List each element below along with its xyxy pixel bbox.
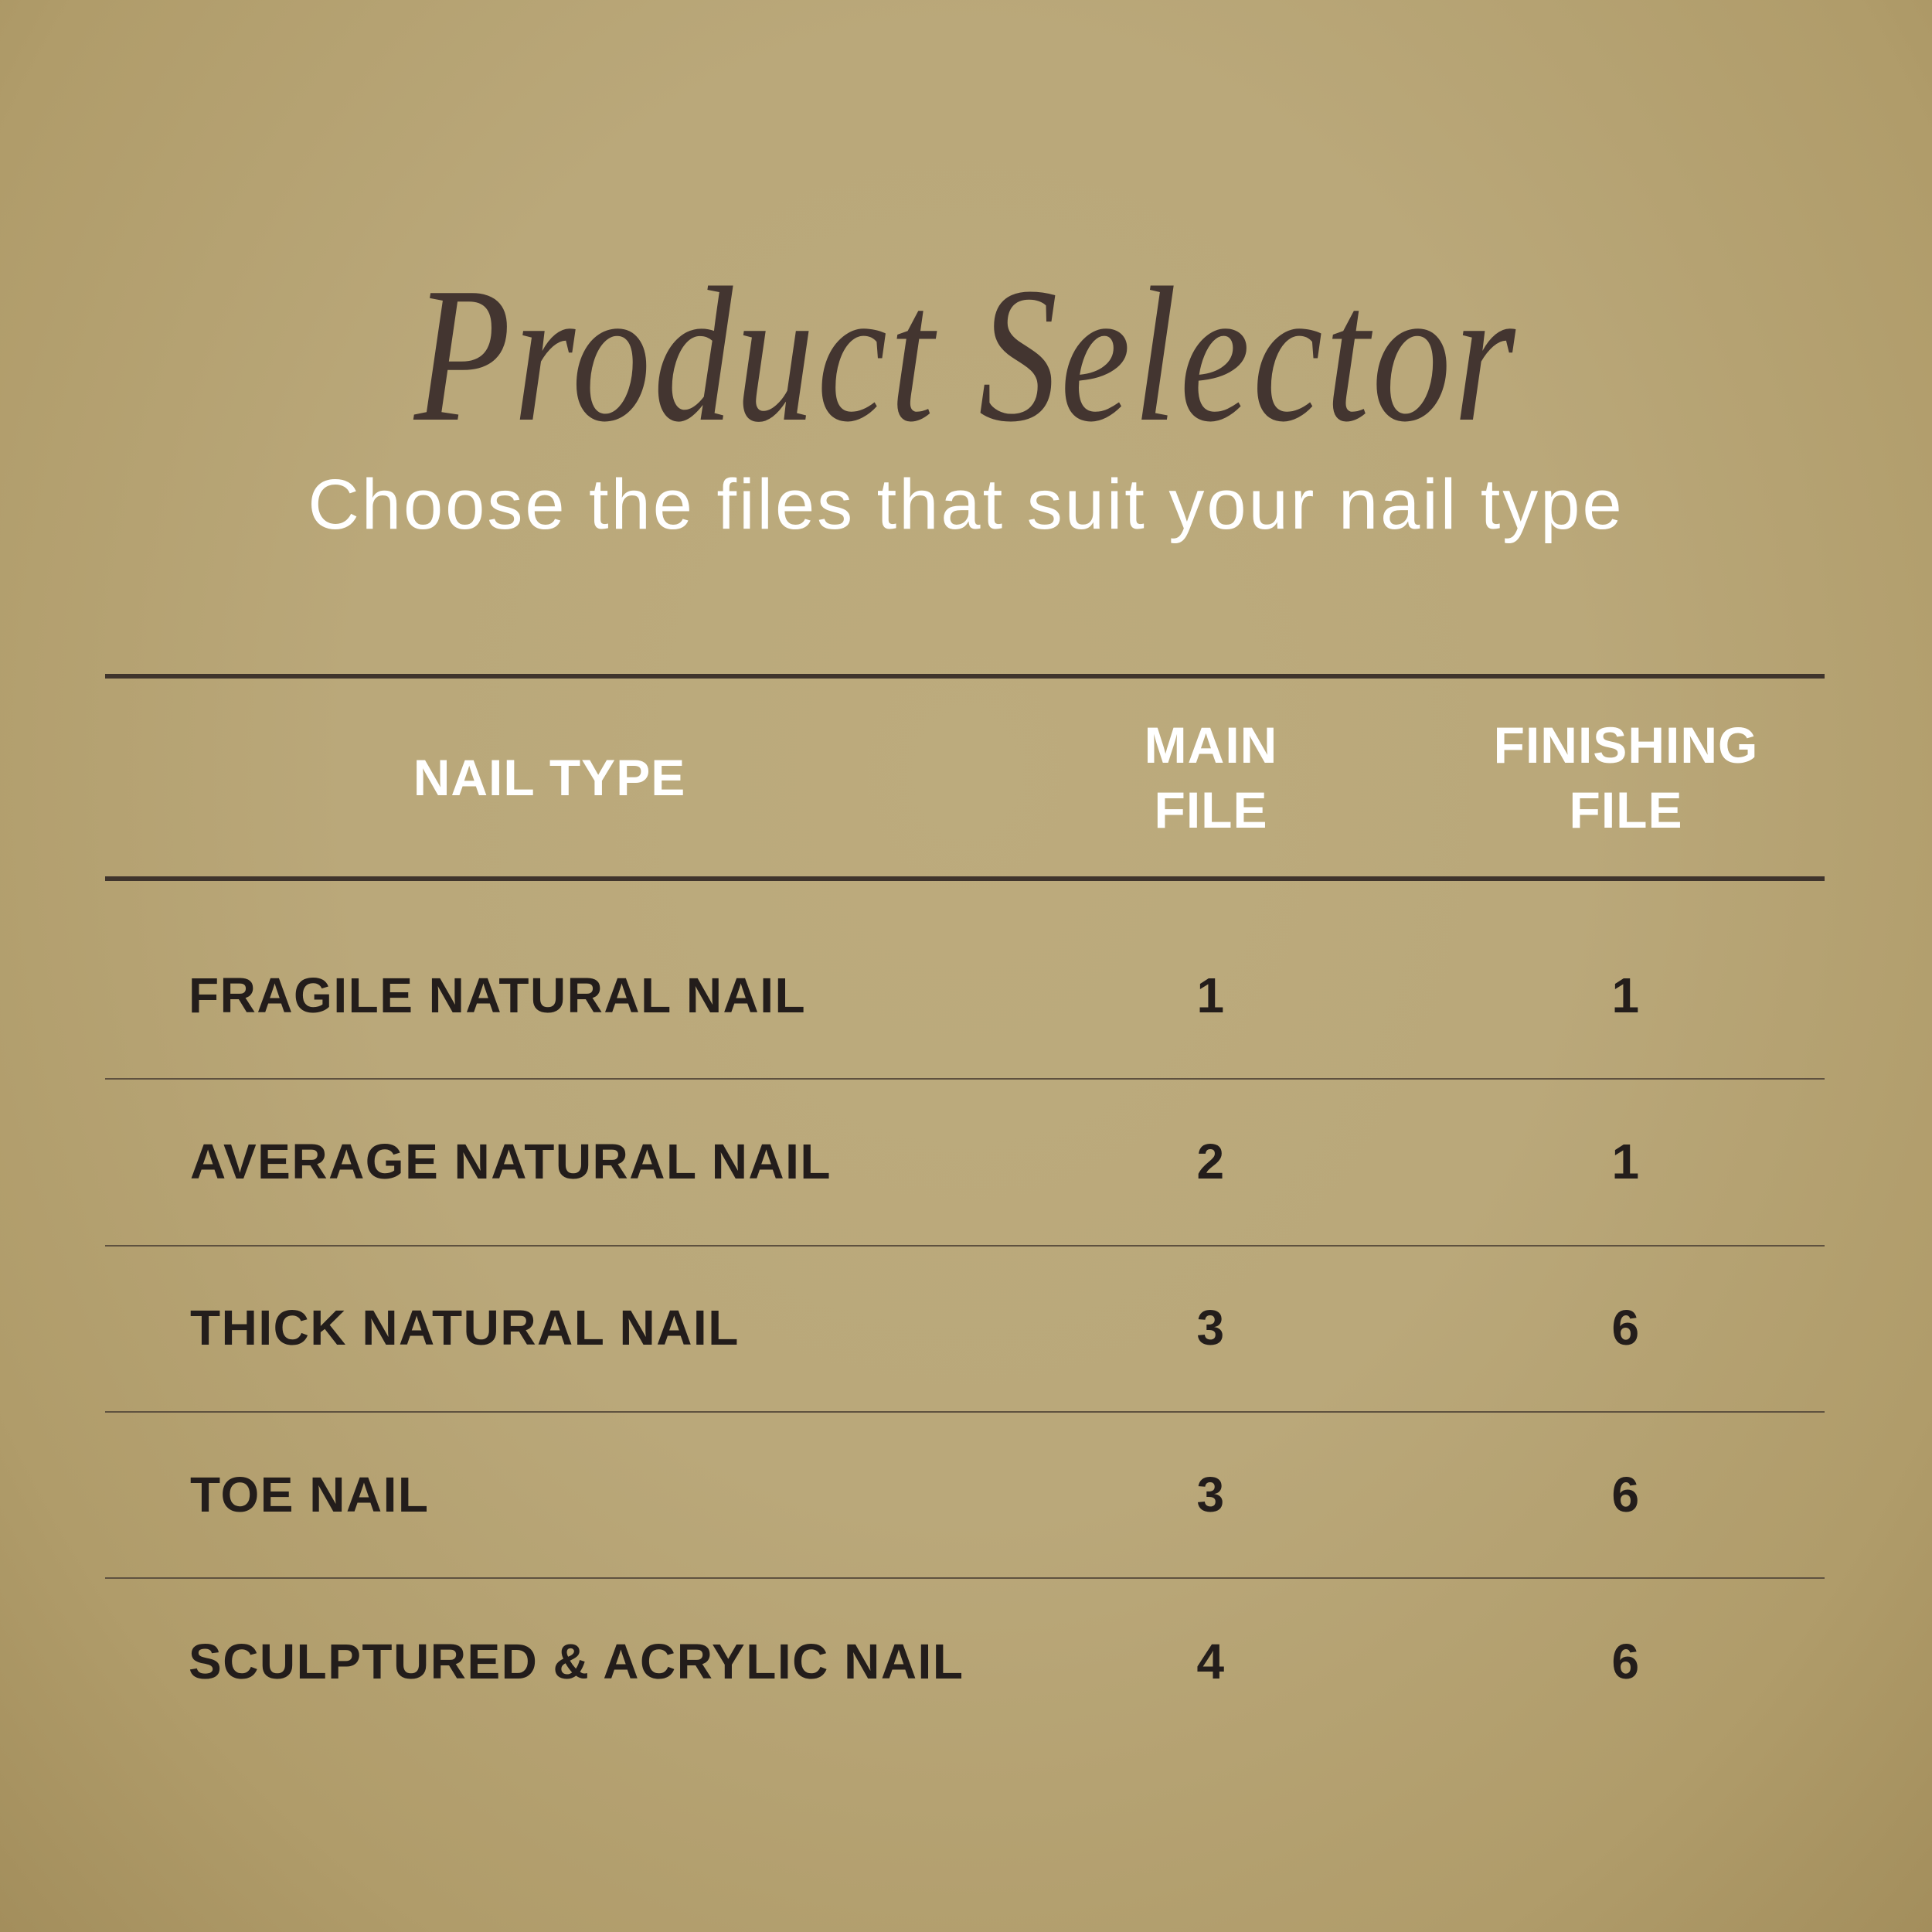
row-divider	[105, 1577, 1825, 1579]
page-title: Product Selector	[413, 248, 1519, 462]
finishing-file-cell: 6	[1611, 1467, 1641, 1522]
nail-type-cell: SCULPTURED & ACRYLIC NAIL	[189, 1634, 964, 1689]
row-divider	[105, 1078, 1825, 1080]
nail-type-cell: TOE NAIL	[190, 1467, 430, 1522]
header-main-file-line1: MAIN	[1144, 716, 1278, 774]
header-nail-type: NAIL TYPE	[413, 749, 686, 806]
header-bottom-rule	[105, 876, 1825, 881]
main-file-cell: 1	[1196, 968, 1226, 1023]
row-divider	[105, 1411, 1825, 1413]
main-file-cell: 3	[1196, 1300, 1226, 1355]
row-divider	[105, 1245, 1825, 1247]
nail-type-cell: THICK NATURAL NAIL	[190, 1300, 740, 1355]
header-finishing-file-line1: FINISHING	[1493, 716, 1759, 774]
header-finishing-file-line2: FILE	[1569, 781, 1683, 838]
finishing-file-cell: 6	[1611, 1300, 1641, 1355]
header-main-file-line2: FILE	[1154, 781, 1268, 838]
nail-type-cell: AVERAGE NATURAL NAIL	[190, 1134, 832, 1189]
finishing-file-cell: 6	[1611, 1634, 1641, 1689]
main-file-cell: 4	[1196, 1634, 1226, 1689]
finishing-file-cell: 1	[1611, 968, 1641, 1023]
main-file-cell: 2	[1196, 1134, 1226, 1189]
table-top-rule	[105, 674, 1825, 679]
finishing-file-cell: 1	[1611, 1134, 1641, 1189]
main-file-cell: 3	[1196, 1467, 1226, 1522]
page-subtitle: Choose the files that suit your nail typ…	[308, 465, 1624, 544]
nail-type-cell: FRAGILE NATURAL NAIL	[189, 968, 807, 1023]
